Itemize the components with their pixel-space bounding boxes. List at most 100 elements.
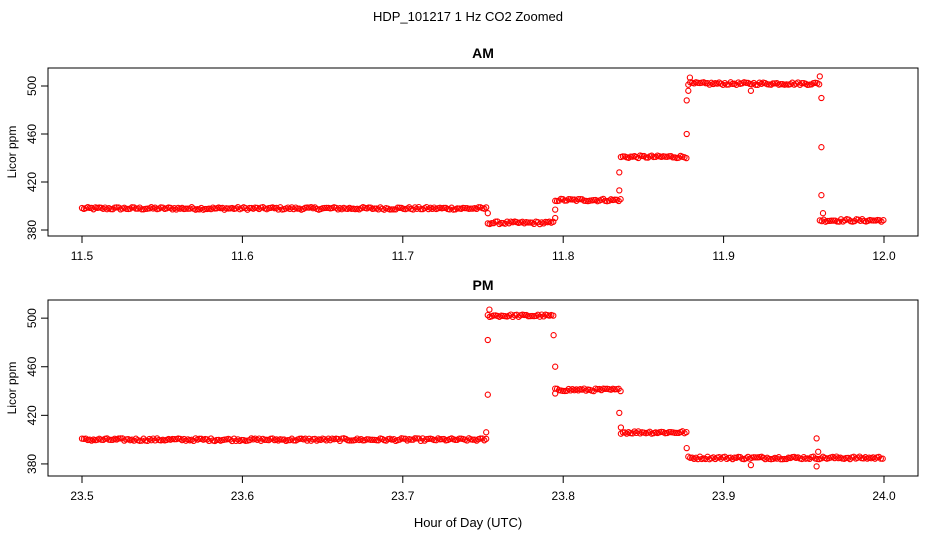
data-point — [617, 424, 625, 431]
data-point — [816, 81, 823, 88]
data-point — [575, 195, 582, 203]
data-point — [747, 461, 755, 469]
data-point — [390, 435, 397, 443]
data-point — [534, 311, 542, 318]
pm-panel: PM Licor ppm 23.5 23.6 23.7 23.8 23.9 24.0 380 42… — [5, 277, 919, 503]
data-point — [323, 204, 330, 212]
data-point — [257, 437, 265, 444]
data-point — [467, 205, 474, 212]
data-point — [683, 154, 690, 162]
data-point — [202, 205, 209, 213]
data-point — [417, 205, 424, 213]
data-point — [683, 130, 690, 138]
data-point — [536, 220, 543, 228]
data-point — [180, 435, 188, 443]
y-tick-label: 380 — [25, 454, 39, 474]
data-point — [616, 169, 623, 176]
data-point — [683, 444, 690, 452]
data-point — [483, 435, 490, 443]
data-point — [483, 429, 490, 436]
data-point — [334, 435, 342, 443]
data-point — [744, 453, 752, 461]
y-tick-label: 460 — [25, 124, 39, 144]
data-point — [747, 87, 755, 94]
data-point — [842, 454, 850, 462]
data-point — [685, 87, 692, 94]
data-point — [302, 435, 309, 442]
data-point — [673, 429, 680, 437]
x-tick-label: 11.5 — [71, 249, 94, 263]
y-tick-label: 420 — [25, 405, 39, 425]
data-point — [196, 435, 203, 442]
y-axis-label: Licor ppm — [5, 126, 19, 179]
data-point — [128, 204, 136, 211]
data-point — [438, 435, 446, 443]
data-point — [484, 391, 491, 398]
data-point — [550, 332, 557, 339]
y-tick-label: 500 — [25, 308, 39, 328]
data-point — [777, 81, 784, 88]
data-point — [86, 204, 93, 212]
data-point — [552, 363, 559, 370]
x-tick-label: 12.0 — [872, 249, 896, 263]
x-tick-label: 23.7 — [391, 489, 415, 503]
data-point — [138, 206, 145, 213]
data-point — [824, 217, 831, 225]
data-point — [369, 436, 376, 443]
data-point — [816, 73, 823, 80]
data-point — [371, 205, 378, 212]
data-point — [879, 455, 886, 462]
x-tick-label: 23.8 — [552, 489, 576, 503]
data-point — [525, 219, 532, 226]
data-point — [454, 205, 461, 212]
x-tick-label: 11.7 — [392, 249, 415, 263]
data-point — [569, 196, 576, 203]
data-point — [830, 217, 837, 224]
data-point — [182, 205, 190, 212]
data-point — [870, 217, 877, 224]
data-point — [483, 204, 490, 211]
data-point — [538, 311, 545, 318]
x-tick-label: 11.6 — [231, 249, 254, 263]
data-point — [646, 428, 653, 435]
data-point — [818, 144, 825, 151]
data-point — [294, 205, 301, 212]
data-point — [798, 455, 806, 463]
data-point — [813, 435, 820, 442]
y-tick-label: 460 — [25, 356, 39, 376]
figure-title: HDP_101217 1 Hz CO2 Zoomed — [372, 9, 564, 24]
data-point — [573, 197, 580, 204]
data-point — [798, 79, 806, 87]
data-point — [346, 437, 353, 444]
data-point — [616, 409, 623, 417]
data-point — [818, 94, 825, 102]
data-point — [534, 219, 542, 226]
data-point — [669, 154, 677, 161]
data-point — [706, 81, 713, 88]
data-point — [813, 463, 820, 470]
data-point — [375, 437, 382, 444]
panel-title: PM — [473, 277, 494, 293]
data-point — [687, 454, 694, 461]
data-point — [521, 311, 528, 319]
data-point — [702, 80, 709, 87]
data-point — [484, 210, 491, 217]
data-point — [638, 152, 646, 160]
x-tick-label: 23.9 — [712, 489, 736, 503]
data-point — [505, 220, 513, 227]
data-point — [671, 429, 678, 436]
data-point — [752, 454, 759, 461]
data-point — [484, 311, 491, 319]
data-point — [475, 204, 482, 211]
data-point — [815, 448, 822, 455]
data-point — [488, 219, 495, 227]
plot-frame — [47, 67, 919, 237]
data-point — [407, 436, 415, 443]
data-point — [686, 74, 694, 81]
data-point — [629, 430, 636, 437]
data-series — [78, 73, 887, 228]
data-point — [461, 204, 469, 212]
data-point — [132, 205, 140, 212]
data-point — [484, 336, 491, 344]
